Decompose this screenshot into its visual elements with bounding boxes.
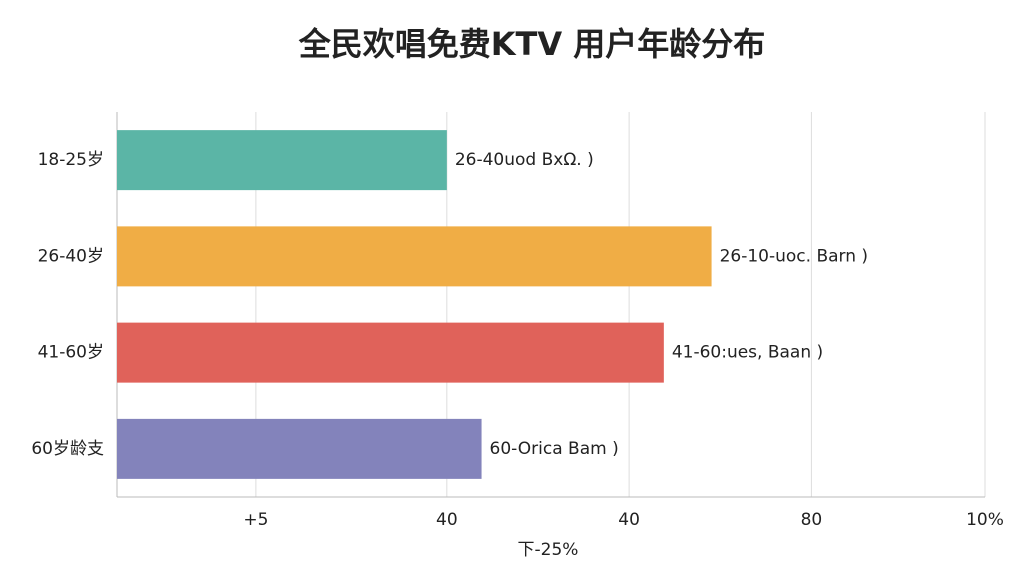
y-tick-label: 18-25岁: [38, 150, 104, 170]
y-tick-label: 26-40岁: [38, 246, 104, 266]
bar-annotation: 41-60:ues, Baan ): [672, 343, 823, 363]
bar-annotation: 60-Orica Bam ): [490, 439, 619, 459]
y-tick-label: 60岁龄支: [31, 439, 104, 459]
chart-title: 全民欢唱免费KTV 用户年龄分布: [298, 25, 766, 63]
bar-annotation: 26-10-uoc. Barn ): [720, 246, 868, 266]
bar: [117, 322, 664, 383]
x-tick-label: 40: [436, 510, 458, 530]
x-axis-label: 下-25%: [518, 540, 579, 560]
x-tick-label: +5: [243, 510, 268, 530]
bar: [117, 130, 447, 191]
y-tick-label: 41-60岁: [38, 343, 104, 363]
bar-annotation: 26-40uod BxΩ. ): [455, 150, 594, 170]
bar: [117, 418, 482, 479]
x-tick-label: 10%: [966, 510, 1004, 530]
x-tick-label: 40: [618, 510, 640, 530]
bar: [117, 226, 712, 287]
x-tick-label: 80: [801, 510, 823, 530]
